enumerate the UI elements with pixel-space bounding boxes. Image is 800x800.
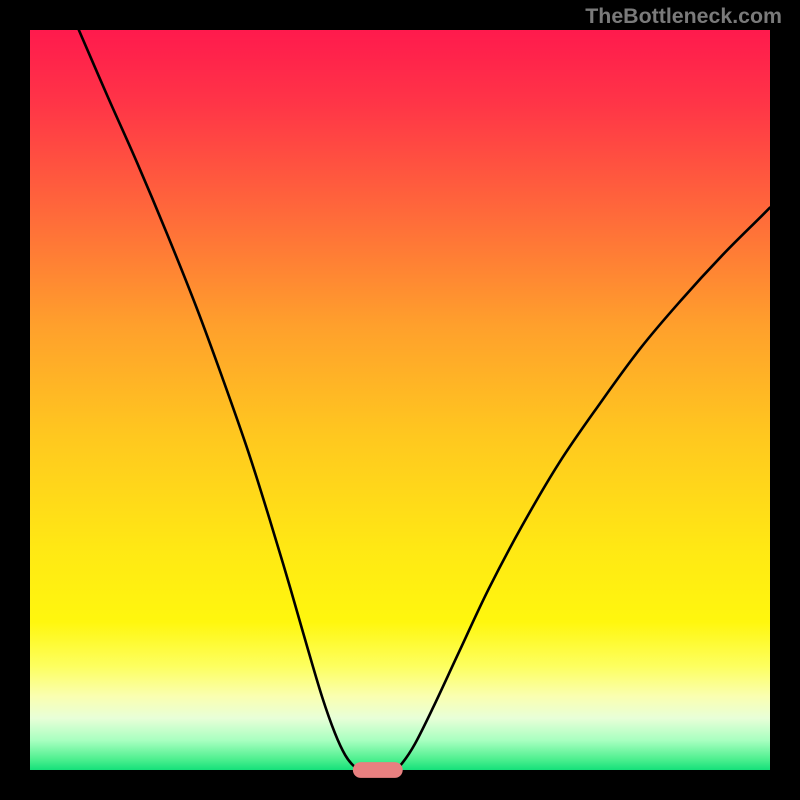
optimal-marker [353,763,402,778]
chart-container: TheBottleneck.com [0,0,800,800]
watermark-text: TheBottleneck.com [585,4,782,29]
plot-background [30,30,770,770]
bottleneck-chart [0,0,800,800]
